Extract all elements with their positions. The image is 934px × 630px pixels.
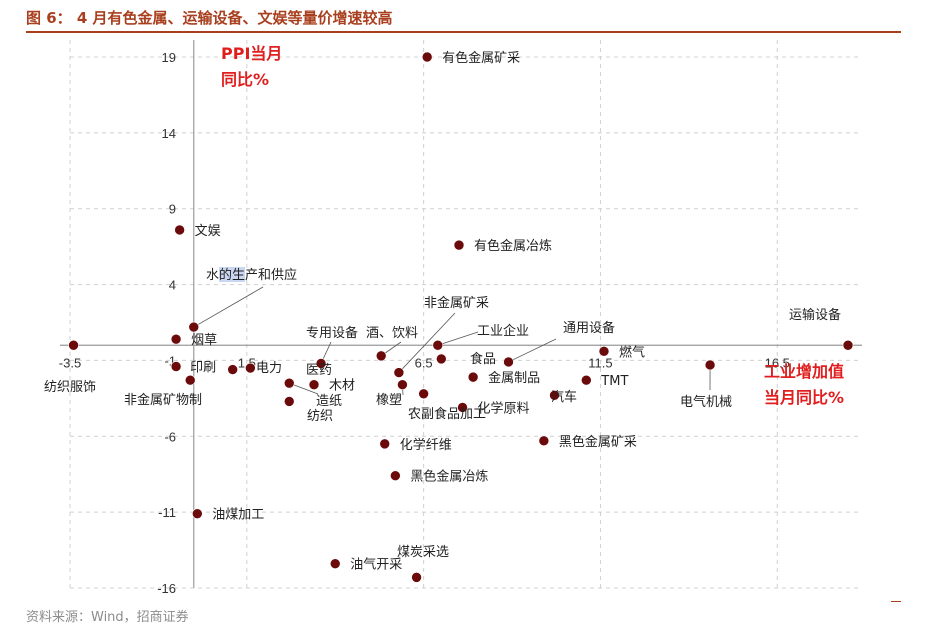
point-label: 汽车 xyxy=(551,389,577,405)
point-label: 煤炭采选 xyxy=(397,545,449,560)
data-point xyxy=(315,358,327,369)
data-point xyxy=(598,346,610,357)
leader-line xyxy=(437,331,479,346)
point-label: 纺织服饰 xyxy=(44,380,96,395)
leader-line xyxy=(398,312,456,373)
x-tick-label: 16.5 xyxy=(765,355,790,370)
point-label: 烟草 xyxy=(191,333,217,348)
figure-title: 图 6： 4 月有色金属、运输设备、文娱等量价增速较高 xyxy=(26,9,393,27)
footer-rule xyxy=(891,601,901,602)
data-point xyxy=(538,435,550,447)
point-label: 黑色金属矿采 xyxy=(559,434,637,450)
data-point xyxy=(184,374,196,386)
data-point xyxy=(457,402,468,413)
data-point xyxy=(432,339,444,351)
point-label: 木材 xyxy=(329,379,355,394)
point-label: 油煤加工 xyxy=(212,508,264,523)
data-point xyxy=(436,353,447,365)
y-tick-label: -6 xyxy=(164,429,176,444)
x-axis-title: 工业增加值当月同比% xyxy=(764,362,844,407)
y-axis-title: PPI当月同比% xyxy=(221,44,282,89)
data-point xyxy=(68,339,79,351)
data-point xyxy=(283,396,295,407)
data-point xyxy=(245,362,256,374)
data-point xyxy=(453,239,465,251)
data-point xyxy=(379,438,391,450)
point-label: 非金属矿物制 xyxy=(124,392,202,408)
point-label: 印刷 xyxy=(190,360,216,375)
source-note: 资料来源：Wind，招商证券 xyxy=(26,610,189,625)
data-point xyxy=(283,377,295,389)
text-highlight xyxy=(219,267,245,282)
data-point xyxy=(581,374,592,386)
y-tick-label: 4 xyxy=(169,278,176,293)
point-label: 化学纤维 xyxy=(400,437,452,453)
x-tick-label: 6.5 xyxy=(415,355,433,370)
point-label: 油气开采 xyxy=(350,557,402,573)
y-tick-label: -1 xyxy=(164,353,176,368)
y-tick-label: -11 xyxy=(158,505,176,520)
data-point xyxy=(375,350,387,362)
point-label: 农副食品加工 xyxy=(408,406,486,422)
data-point xyxy=(192,508,203,519)
point-label: 造纸 xyxy=(316,394,342,409)
data-points xyxy=(68,51,854,583)
data-point xyxy=(227,364,238,375)
leader-line xyxy=(193,286,264,328)
point-label: 燃气 xyxy=(619,344,645,360)
point-label: 非金属矿采 xyxy=(424,295,489,311)
data-point xyxy=(842,339,854,351)
point-label: 文娱 xyxy=(195,224,221,239)
point-label: 运输设备 xyxy=(789,307,841,323)
data-point xyxy=(549,390,560,401)
point-label: 水的生产和供应 xyxy=(206,267,297,283)
point-label: 纺织 xyxy=(307,409,333,424)
point-label: 专用设备 xyxy=(306,325,358,341)
point-label: 黑色金属冶炼 xyxy=(410,469,488,485)
data-point xyxy=(390,470,401,482)
grid-layer xyxy=(69,40,862,589)
leader-line xyxy=(508,338,557,363)
point-label: 橡塑 xyxy=(376,393,402,408)
data-point xyxy=(393,367,405,378)
point-label: 有色金属矿采 xyxy=(442,50,520,66)
data-point xyxy=(421,51,433,63)
y-tick-label: 9 xyxy=(169,202,176,217)
point-label: 电气机械 xyxy=(680,394,732,410)
data-point xyxy=(170,361,182,372)
axis-titles: PPI当月同比% 工业增加值当月同比% xyxy=(221,44,844,407)
point-label: 化学原料 xyxy=(478,400,530,416)
data-point xyxy=(174,224,185,236)
point-label: TMT xyxy=(600,374,628,389)
point-label: 酒、饮料 xyxy=(366,326,418,341)
y-tick-label: 14 xyxy=(162,126,176,141)
data-point xyxy=(411,572,422,583)
data-point xyxy=(704,359,716,371)
data-point xyxy=(503,356,514,368)
axes-layer xyxy=(60,40,862,588)
x-tick-label: -3.5 xyxy=(59,355,81,370)
point-label: 金属制品 xyxy=(488,370,540,386)
title-rule xyxy=(26,31,901,33)
point-label: 通用设备 xyxy=(563,320,615,336)
data-point xyxy=(418,388,429,400)
point-label: 食品 xyxy=(470,351,496,367)
data-point xyxy=(329,558,341,570)
point-label: 电力 xyxy=(256,361,282,376)
point-label: 有色金属冶炼 xyxy=(474,238,552,254)
y-tick-label: 19 xyxy=(162,50,176,65)
data-point xyxy=(188,321,200,333)
point-label: 工业企业 xyxy=(477,323,529,339)
x-tick-label: 11.5 xyxy=(588,355,612,370)
point-label: 医药 xyxy=(306,363,332,378)
data-point xyxy=(397,379,408,391)
y-tick-label: -16 xyxy=(157,581,176,596)
data-point xyxy=(467,371,479,383)
data-point xyxy=(308,379,320,391)
data-point xyxy=(170,333,182,345)
